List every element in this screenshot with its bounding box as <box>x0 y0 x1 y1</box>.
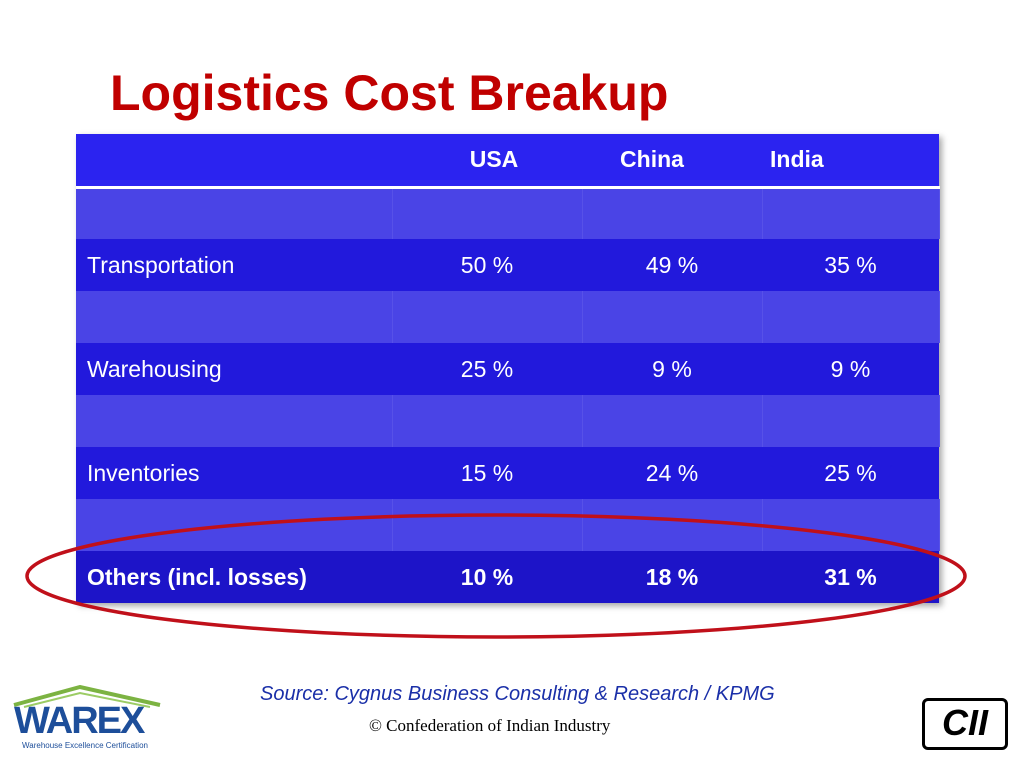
cell-india: 25 % <box>824 459 877 486</box>
cell-usa: 50 % <box>460 251 514 278</box>
warex-logo-text: WAREX <box>14 700 145 742</box>
header-usa: USA <box>392 134 582 189</box>
row-label: Inventories <box>87 459 200 486</box>
row-label: Warehousing <box>87 355 222 382</box>
table-row: Transportation 50 % 49 % 35 % <box>76 239 939 291</box>
cell-india: 35 % <box>824 251 877 278</box>
table-header-row: USA China India <box>76 134 939 189</box>
source-note: Source: Cygnus Business Consulting & Res… <box>260 683 775 705</box>
cell-india: 9 % <box>830 355 871 382</box>
spacer-row <box>76 291 940 343</box>
warex-logo-tagline: Warehouse Excellence Certification <box>22 741 148 750</box>
highlight-ellipse <box>25 513 967 639</box>
cii-logo: CII <box>922 698 1008 750</box>
cell-usa: 15 % <box>460 459 514 486</box>
row-label: Transportation <box>87 251 235 278</box>
header-india: India <box>762 134 939 189</box>
header-china: China <box>582 134 762 189</box>
cell-china: 24 % <box>645 459 699 486</box>
cell-india: 31 % <box>762 551 939 603</box>
copyright-note: © Confederation of Indian Industry <box>369 716 611 735</box>
cost-table: USA China India Transportation 50 % 49 %… <box>76 134 940 603</box>
cell-usa: 10 % <box>392 551 582 603</box>
cell-china: 9 % <box>652 355 692 382</box>
table-row: Warehousing 25 % 9 % 9 % <box>76 343 939 395</box>
spacer-row <box>76 395 940 447</box>
header-blank <box>76 134 392 189</box>
table-row-highlighted: Others (incl. losses) 10 % 18 % 31 % <box>76 551 939 603</box>
row-label: Others (incl. losses) <box>76 551 392 603</box>
cell-china: 18 % <box>582 551 762 603</box>
cell-usa: 25 % <box>460 355 514 382</box>
table-row: Inventories 15 % 24 % 25 % <box>76 447 939 499</box>
warex-logo <box>13 685 161 708</box>
slide-title: Logistics Cost Breakup <box>110 65 669 121</box>
cell-china: 49 % <box>645 251 699 278</box>
spacer-row <box>76 187 940 239</box>
